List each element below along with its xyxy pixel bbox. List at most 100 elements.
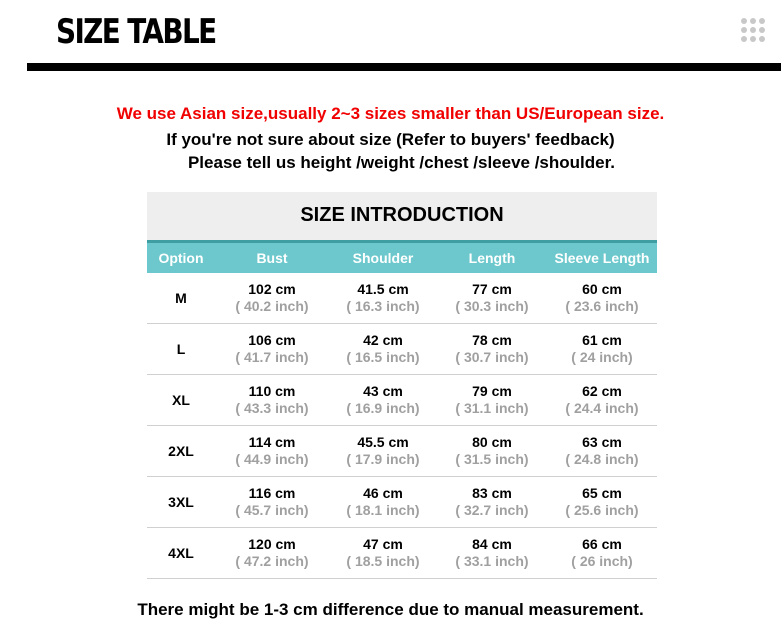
bust-cell: 106 cm( 41.7 inch): [215, 332, 329, 366]
table-row: M 102 cm( 40.2 inch) 41.5 cm( 16.3 inch) 77…: [147, 273, 657, 324]
size-option: L: [176, 341, 186, 357]
cm-value: 116 cm: [248, 485, 296, 501]
inch-value: ( 26 inch): [571, 553, 633, 569]
shoulder-cell: 41.5 cm( 16.3 inch): [329, 281, 437, 315]
col-header-sleeve-length: Sleeve Length: [554, 250, 650, 266]
inch-value: ( 44.9 inch): [235, 451, 309, 467]
size-note: If you're not sure about size (Refer to …: [166, 130, 615, 149]
inch-value: ( 24 inch): [571, 349, 633, 365]
sleeve-length-cell: 65 cm( 25.6 inch): [547, 485, 657, 519]
size-option: 4XL: [168, 545, 194, 561]
cm-value: 62 cm: [582, 383, 622, 399]
col-header-length: Length: [468, 250, 516, 266]
bust-cell: 102 cm( 40.2 inch): [215, 281, 329, 315]
sleeve-length-cell: 62 cm( 24.4 inch): [547, 383, 657, 417]
measurement-disclaimer: There might be 1-3 cm difference due to …: [137, 600, 644, 619]
table-row: 3XL 116 cm( 45.7 inch) 46 cm( 18.1 inch) 83…: [147, 477, 657, 528]
inch-value: ( 45.7 inch): [235, 502, 309, 518]
shoulder-cell: 43 cm( 16.9 inch): [329, 383, 437, 417]
table-row: 4XL 120 cm( 47.2 inch) 47 cm( 18.5 inch) 84…: [147, 528, 657, 579]
cm-value: 65 cm: [582, 485, 622, 501]
length-cell: 79 cm( 31.1 inch): [437, 383, 547, 417]
cm-value: 66 cm: [582, 536, 622, 552]
inch-value: ( 33.1 inch): [455, 553, 529, 569]
cm-value: 84 cm: [472, 536, 512, 552]
col-header-shoulder: Shoulder: [352, 250, 414, 266]
inch-value: ( 17.9 inch): [346, 451, 420, 467]
header-divider: [27, 63, 781, 71]
col-header-bust: Bust: [256, 250, 288, 266]
cm-value: 42 cm: [363, 332, 403, 348]
inch-value: ( 41.7 inch): [235, 349, 309, 365]
cm-value: 114 cm: [248, 434, 296, 450]
inch-value: ( 31.5 inch): [455, 451, 529, 467]
inch-value: ( 47.2 inch): [235, 553, 309, 569]
length-cell: 84 cm( 33.1 inch): [437, 536, 547, 570]
inch-value: ( 30.7 inch): [455, 349, 529, 365]
cm-value: 60 cm: [582, 281, 622, 297]
shoulder-cell: 47 cm( 18.5 inch): [329, 536, 437, 570]
size-option: 3XL: [168, 494, 194, 510]
cm-value: 83 cm: [472, 485, 512, 501]
table-row: 2XL 114 cm( 44.9 inch) 45.5 cm( 17.9 inch)…: [147, 426, 657, 477]
cm-value: 102 cm: [248, 281, 296, 297]
table-header: Option Bust Shoulder Length Sleeve Lengt…: [147, 243, 657, 273]
inch-value: ( 24.8 inch): [565, 451, 639, 467]
inch-value: ( 32.7 inch): [455, 502, 529, 518]
length-cell: 77 cm( 30.3 inch): [437, 281, 547, 315]
size-option: M: [175, 290, 187, 306]
table-row: L 106 cm( 41.7 inch) 42 cm( 16.5 inch) 78 c…: [147, 324, 657, 375]
bust-cell: 120 cm( 47.2 inch): [215, 536, 329, 570]
cm-value: 41.5 cm: [357, 281, 409, 297]
measurement-request: Please tell us height /weight /chest /sl…: [187, 153, 616, 172]
cm-value: 43 cm: [363, 383, 403, 399]
size-option: 2XL: [168, 443, 194, 459]
length-cell: 80 cm( 31.5 inch): [437, 434, 547, 468]
sleeve-length-cell: 63 cm( 24.8 inch): [547, 434, 657, 468]
cm-value: 77 cm: [472, 281, 512, 297]
inch-value: ( 18.5 inch): [346, 553, 420, 569]
cm-value: 46 cm: [363, 485, 403, 501]
cm-value: 120 cm: [248, 536, 296, 552]
bust-cell: 110 cm( 43.3 inch): [215, 383, 329, 417]
inch-value: ( 43.3 inch): [235, 400, 309, 416]
inch-value: ( 23.6 inch): [565, 298, 639, 314]
cm-value: 45.5 cm: [357, 434, 409, 450]
cm-value: 106 cm: [248, 332, 296, 348]
cm-value: 80 cm: [472, 434, 512, 450]
sleeve-length-cell: 60 cm( 23.6 inch): [547, 281, 657, 315]
shoulder-cell: 42 cm( 16.5 inch): [329, 332, 437, 366]
inch-value: ( 18.1 inch): [346, 502, 420, 518]
inch-value: ( 16.9 inch): [346, 400, 420, 416]
shoulder-cell: 45.5 cm( 17.9 inch): [329, 434, 437, 468]
table-row: XL 110 cm( 43.3 inch) 43 cm( 16.9 inch) 79 …: [147, 375, 657, 426]
inch-value: ( 25.6 inch): [565, 502, 639, 518]
asian-size-warning: We use Asian size,usually 2~3 sizes smal…: [116, 104, 665, 123]
cm-value: 61 cm: [582, 332, 622, 348]
length-cell: 83 cm( 32.7 inch): [437, 485, 547, 519]
title-divider: [147, 240, 657, 243]
cm-value: 78 cm: [472, 332, 512, 348]
inch-value: ( 16.5 inch): [346, 349, 420, 365]
col-header-option: Option: [158, 250, 204, 266]
cm-value: 110 cm: [248, 383, 296, 399]
size-option: XL: [172, 392, 190, 408]
sleeve-length-cell: 66 cm( 26 inch): [547, 536, 657, 570]
length-cell: 78 cm( 30.7 inch): [437, 332, 547, 366]
inch-value: ( 31.1 inch): [455, 400, 529, 416]
inch-value: ( 24.4 inch): [565, 400, 639, 416]
cm-value: 47 cm: [363, 536, 403, 552]
table-title: SIZE INTRODUCTION: [147, 192, 657, 240]
size-table: SIZE INTRODUCTION Option Bust Shoulder L…: [147, 192, 657, 579]
bust-cell: 114 cm( 44.9 inch): [215, 434, 329, 468]
bust-cell: 116 cm( 45.7 inch): [215, 485, 329, 519]
table-body: M 102 cm( 40.2 inch) 41.5 cm( 16.3 inch) 77…: [147, 273, 657, 579]
cm-value: 63 cm: [582, 434, 622, 450]
shoulder-cell: 46 cm( 18.1 inch): [329, 485, 437, 519]
inch-value: ( 30.3 inch): [455, 298, 529, 314]
grid-dots-icon: [741, 18, 765, 42]
inch-value: ( 16.3 inch): [346, 298, 420, 314]
cm-value: 79 cm: [472, 383, 512, 399]
sleeve-length-cell: 61 cm( 24 inch): [547, 332, 657, 366]
size-table-logo: SIZE TABLE: [56, 12, 217, 52]
